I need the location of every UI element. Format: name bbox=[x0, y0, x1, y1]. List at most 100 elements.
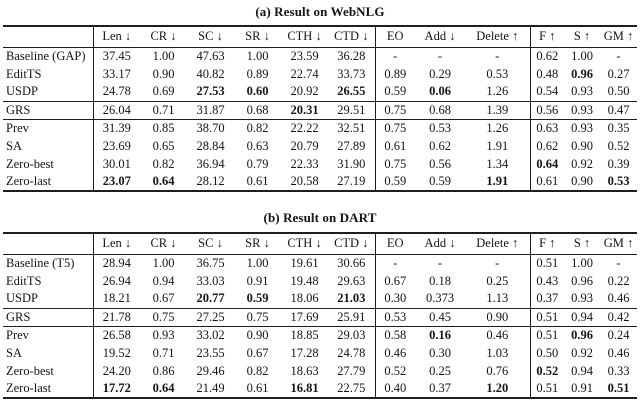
table-cell: 0.61 bbox=[246, 174, 269, 188]
column-header: Len ↓ bbox=[92, 26, 140, 47]
column-header: EO bbox=[374, 233, 415, 254]
table-cell: 0.75 bbox=[374, 119, 415, 137]
table-cell: 28.94 bbox=[92, 254, 140, 272]
table-cell: 22.22 bbox=[290, 120, 319, 135]
table-cell: 0.24 bbox=[607, 327, 630, 342]
table-cell: 0.94 bbox=[571, 309, 593, 324]
table-cell: - bbox=[495, 255, 500, 270]
row-group: Prev 31.39 0.85 38.70 0.82 22.22 32.51 0.75 0.53… bbox=[3, 119, 637, 191]
column-header: SC ↓ bbox=[198, 29, 223, 44]
table-cell: 0.52 bbox=[374, 362, 415, 380]
table-row: USDP 18.21 0.67 20.77 0.59 18.06 21.03 0.30 0.37… bbox=[3, 290, 637, 308]
table-cell: 33.03 bbox=[196, 273, 225, 288]
table-cell: 26.04 bbox=[92, 101, 140, 119]
table-cell: 1.26 bbox=[486, 84, 509, 99]
table-cell: 0.64 bbox=[152, 174, 175, 188]
table-cell: 30.01 bbox=[92, 155, 140, 173]
table-cell: - bbox=[374, 254, 415, 272]
table-cell: 16.81 bbox=[290, 381, 319, 395]
table-cell: 33.17 bbox=[92, 65, 140, 83]
table-row: USDP 24.78 0.69 27.53 0.60 20.92 26.55 0.59 0.06… bbox=[3, 83, 637, 101]
table-cell: 0.76 bbox=[486, 363, 509, 378]
table-cell: 31.87 bbox=[196, 102, 225, 117]
table-cell: 0.06 bbox=[429, 84, 451, 99]
table-cell: 24.78 bbox=[337, 345, 366, 360]
column-header: S ↑ bbox=[573, 29, 591, 44]
row-label: Zero-best bbox=[6, 156, 54, 171]
table-cell: 0.75 bbox=[374, 101, 415, 119]
table-cell: 0.93 bbox=[571, 291, 593, 306]
column-header: F ↑ bbox=[529, 26, 564, 47]
table-cell: 0.96 bbox=[571, 273, 593, 288]
table-cell: 0.56 bbox=[429, 156, 451, 171]
table-cell: 0.94 bbox=[152, 273, 175, 288]
column-header: Len ↓ bbox=[92, 233, 140, 254]
table-cell: 36.75 bbox=[196, 255, 225, 270]
row-label: Zero-last bbox=[6, 174, 52, 188]
table-cell: 37.45 bbox=[92, 47, 140, 65]
table-cell: 0.75 bbox=[246, 309, 269, 324]
table-cell: 0.42 bbox=[607, 309, 630, 324]
table-cell: 0.67 bbox=[374, 272, 415, 290]
table-cell: 26.94 bbox=[92, 272, 140, 290]
row-label: SA bbox=[6, 345, 22, 360]
table-cell: 0.56 bbox=[529, 101, 564, 119]
table-cell: 0.53 bbox=[374, 308, 415, 326]
column-header: CTD ↓ bbox=[334, 29, 369, 44]
table-cell: 18.63 bbox=[290, 363, 319, 378]
table-cell: 36.28 bbox=[337, 48, 366, 63]
table-cell: 1.20 bbox=[486, 381, 509, 395]
table-cell: 26.58 bbox=[92, 326, 140, 344]
table-cell: 0.71 bbox=[152, 102, 175, 117]
table-cell: 0.75 bbox=[152, 309, 175, 324]
table-row: Prev 26.58 0.93 33.02 0.90 18.85 29.03 0.58 0.16… bbox=[3, 326, 637, 344]
table-cell: 0.29 bbox=[429, 66, 451, 81]
table-cell: 17.72 bbox=[92, 380, 140, 398]
table-cell: 0.90 bbox=[571, 138, 593, 153]
table-cell: 26.55 bbox=[337, 84, 366, 99]
table-cell: 0.62 bbox=[529, 137, 564, 155]
table-cell: 0.51 bbox=[529, 326, 564, 344]
table-cell: 38.70 bbox=[196, 120, 225, 135]
header-row: Len ↓ CR ↓ SC ↓ SR ↓ CTH ↓ CTD ↓ EO Add ↓ Delete… bbox=[3, 233, 637, 254]
table-cell: 0.51 bbox=[529, 254, 564, 272]
table-cell: 0.68 bbox=[429, 102, 451, 117]
table-cell: 31.90 bbox=[337, 156, 366, 171]
table-cell: 1.26 bbox=[486, 120, 509, 135]
row-label-header bbox=[3, 26, 93, 47]
table-cell: 0.61 bbox=[246, 381, 269, 395]
table-cell: 17.69 bbox=[290, 309, 319, 324]
table-cell: 21.03 bbox=[337, 291, 366, 306]
table-a-caption: (a) Result on WebNLG bbox=[255, 4, 385, 19]
table-cell: 0.71 bbox=[152, 345, 175, 360]
table-cell: 0.94 bbox=[571, 363, 593, 378]
table-cell: 36.94 bbox=[196, 156, 225, 171]
row-group: GRS 26.04 0.71 31.87 0.68 20.31 29.51 0.75 0.68 1… bbox=[3, 101, 637, 119]
table-cell: 0.92 bbox=[571, 345, 593, 360]
table-cell: 0.46 bbox=[486, 327, 509, 342]
table-cell: 23.59 bbox=[290, 48, 319, 63]
results-table-webnlg: Len ↓ CR ↓ SC ↓ SR ↓ CTH ↓ CTD ↓ EO Add ↓ Delete… bbox=[3, 25, 637, 192]
column-header: SR ↓ bbox=[245, 236, 270, 251]
table-cell: 32.51 bbox=[337, 120, 366, 135]
table-cell: 27.25 bbox=[196, 309, 225, 324]
table-cell: 0.92 bbox=[571, 156, 593, 171]
table-cell: 0.33 bbox=[607, 363, 630, 378]
table-cell: 0.60 bbox=[246, 84, 269, 99]
table-cell: 0.27 bbox=[607, 66, 630, 81]
table-cell: 0.48 bbox=[529, 65, 564, 83]
row-label: EditTS bbox=[6, 273, 42, 288]
table-cell: 23.07 bbox=[92, 173, 140, 191]
row-label: GRS bbox=[6, 102, 31, 117]
row-label: Zero-last bbox=[6, 381, 52, 395]
table-cell: 0.67 bbox=[246, 345, 269, 360]
table-cell: 0.37 bbox=[529, 290, 564, 308]
table-cell: 0.63 bbox=[529, 119, 564, 137]
table-row: SA 19.52 0.71 23.55 0.67 17.28 24.78 0.46 0.30 1.… bbox=[3, 344, 637, 362]
table-cell: 47.63 bbox=[196, 48, 225, 63]
table-cell: 22.75 bbox=[337, 381, 366, 395]
column-header: SR ↓ bbox=[245, 29, 270, 44]
row-label: Baseline (T5) bbox=[6, 255, 75, 270]
table-cell: - bbox=[437, 48, 443, 63]
table-cell: 0.93 bbox=[152, 327, 175, 342]
